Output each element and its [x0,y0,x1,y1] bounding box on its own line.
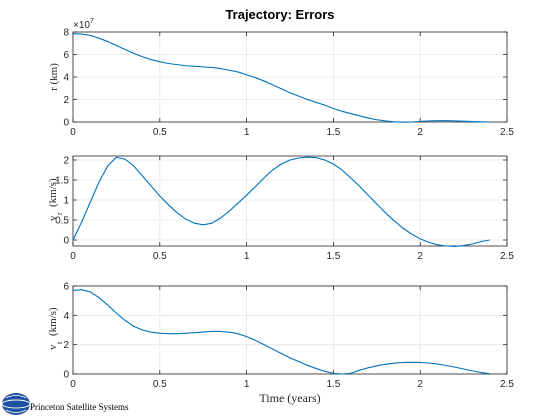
y-label-symbol: v [47,215,59,221]
y-tick-label: 4 [63,311,69,322]
x-tick-label: 0 [70,127,76,138]
x-tick-label: 1.5 [326,127,340,138]
subplot-3: 0 0.5 1 1.5 2 2.5 0 2 4 6 vt (km/s) Time (years) [47,282,514,406]
y-tick-label: 0 [63,118,69,129]
y-tick-label: 1.5 [55,176,69,187]
x-tick-label: 1.5 [326,379,340,390]
y-tick-label: 8 [63,28,69,39]
x-tick-label: 2 [417,251,423,262]
globe-icon [1,393,31,415]
subplot-2: 0 0.5 1 1.5 2 2.5 0 0.5 1 1.5 2 vr (km/s) [47,156,514,263]
y-label-unit: (km/s) [47,178,59,207]
x-tick-label: 2.5 [500,379,514,390]
x-tick-label: 2 [417,379,423,390]
watermark-text: Princeton Satellite Systems [30,402,129,412]
axes-box [72,155,508,247]
x-tick-label: 1 [244,251,250,262]
y-axis-label: r (km) [48,63,60,91]
series-line [72,33,490,123]
watermark-logo: Princeton Satellite Systems [1,393,129,415]
y-tick-label: 0.5 [55,216,69,227]
y-tick-label: 0 [63,236,69,247]
x-tick-label: 0.5 [153,379,167,390]
figure-title: Trajectory: Errors [225,7,334,22]
x-tick-label: 0 [70,379,76,390]
x-tick-label: 0.5 [153,251,167,262]
y-tick-label: 2 [63,156,69,167]
y-label-subscript: t [55,341,64,344]
x-tick-label: 2.5 [500,251,514,262]
y-multiplier-label: ×10 [73,20,90,31]
x-tick-label: 1.5 [326,251,340,262]
series-line [72,156,490,247]
y-tick-label: 2 [63,95,69,106]
x-tick-label: 1 [244,379,250,390]
x-tick-label: 0.5 [153,127,167,138]
y-axis-label: vr (km/s) [47,178,64,221]
y-tick-label: 4 [63,73,69,84]
x-tick-label: 1 [244,127,250,138]
y-multiplier-exponent: 7 [90,18,94,25]
y-tick-label: 6 [63,50,69,61]
y-tick-label: 2 [63,340,69,351]
x-tick-label: 0 [70,251,76,262]
x-axis-label: Time (years) [259,391,320,405]
y-axis-label: vt (km/s) [47,307,64,350]
y-label-symbol: v [47,344,59,350]
y-tick-label: 1 [63,196,69,207]
axes-box [72,285,508,375]
y-label-subscript: r [55,212,64,215]
y-label-unit: (km/s) [47,307,59,336]
y-tick-label: 0 [63,370,69,381]
x-tick-label: 2.5 [500,127,514,138]
y-tick-label: 6 [63,282,69,293]
series-line [72,289,490,375]
x-tick-label: 2 [417,127,423,138]
subplot-1: 0 0.5 1 1.5 2 2.5 0 2 4 6 8 r (km) ×10 7 [48,18,514,138]
